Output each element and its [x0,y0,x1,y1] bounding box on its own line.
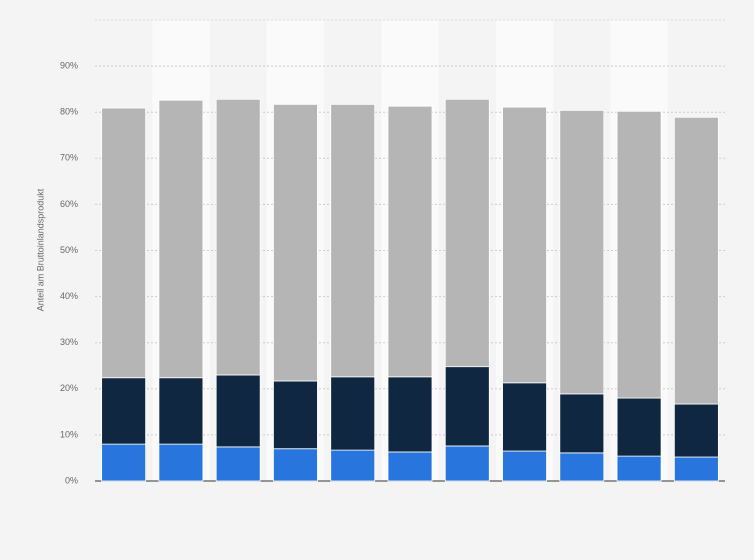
bar-segment [673,456,719,482]
bar-segment [502,382,547,452]
bar-segment [559,452,605,482]
y-tick-label: 60% [60,199,78,209]
y-tick-label: 50% [60,245,78,255]
bar-segment [158,99,204,379]
bar-segment [330,376,376,451]
bar-segment [616,110,662,399]
bar-segment [616,455,662,482]
bar-segment [444,366,490,447]
bar-segment [158,443,204,482]
bar-segment [502,450,547,482]
bar-segment [273,448,318,482]
bar-segment [387,451,433,482]
bar-segment [559,393,605,454]
bar-segment [101,377,147,445]
bar-segment [273,380,318,450]
y-axis-label: Anteil am Bruttoinlandsprodukt [35,188,45,311]
y-tick-label: 80% [60,107,78,117]
bar-segment [444,98,490,368]
bar-segment [673,403,719,458]
bar-segment [330,449,376,482]
bar-segment [273,103,318,382]
bar-segment [330,103,376,378]
bar-segment [502,106,547,384]
bar-segment [158,377,204,445]
y-tick-label: 30% [60,337,78,347]
bar-segment [101,107,147,379]
bar-segment [444,445,490,482]
y-tick-label: 0% [65,475,78,485]
y-tick-label: 90% [60,60,78,70]
bar-segment [101,443,147,482]
bar-segment [559,109,605,395]
bar-segment [616,397,662,457]
y-tick-label: 40% [60,291,78,301]
bar-segment [215,446,261,482]
bar-segment [387,105,433,378]
bar-segment [673,116,719,405]
bar-segment [215,374,261,448]
y-tick-label: 70% [60,153,78,163]
y-tick-label: 20% [60,383,78,393]
bar-segment [215,98,261,376]
bar-segment [387,376,433,453]
y-tick-label: 10% [60,429,78,439]
